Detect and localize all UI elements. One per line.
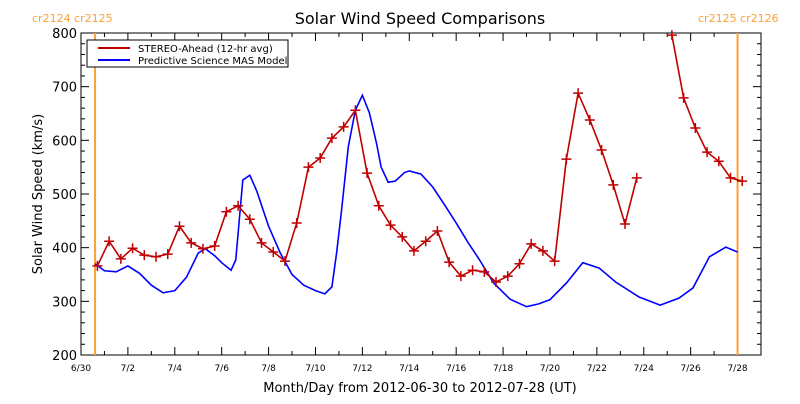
data-point-stereo-ahead (338, 121, 349, 132)
data-point-stereo-ahead (197, 243, 208, 254)
y-tick-label: 800 (52, 27, 77, 42)
y-tick-label: 400 (52, 242, 77, 257)
data-point-stereo-ahead (678, 92, 689, 103)
data-point-stereo-ahead (620, 219, 630, 230)
y-tick-label: 600 (52, 134, 77, 149)
series-line-mas-model (94, 93, 738, 308)
cr-marker-label-right: cr2125 cr2126 (698, 12, 779, 25)
data-point-stereo-ahead (151, 251, 162, 262)
data-point-stereo-ahead (526, 238, 537, 249)
y-tick-label: 500 (52, 188, 77, 203)
data-point-stereo-ahead (244, 214, 255, 225)
data-point-stereo-ahead (514, 258, 525, 269)
data-point-stereo-ahead (584, 114, 595, 125)
y-tick-label: 300 (52, 295, 77, 310)
y-tick-label: 700 (52, 81, 77, 96)
data-point-stereo-ahead (233, 200, 244, 211)
data-point-stereo-ahead (291, 217, 302, 228)
x-tick-label: 7/4 (168, 364, 183, 374)
data-point-stereo-ahead (139, 250, 150, 261)
x-tick-label: 7/2 (121, 364, 135, 374)
cr-marker-label-left: cr2124 cr2125 (32, 12, 113, 25)
series-line-stereo-ahead (96, 90, 638, 283)
data-point-stereo-ahead (385, 220, 396, 231)
data-point-stereo-ahead (455, 271, 466, 282)
legend-label-stereo: STEREO-Ahead (12-hr avg) (138, 44, 273, 55)
x-tick-label: 6/30 (71, 364, 91, 374)
x-tick-label: 7/26 (681, 364, 701, 374)
data-point-stereo-ahead (280, 256, 290, 267)
x-tick-label: 7/28 (727, 364, 747, 374)
data-point-stereo-ahead (92, 260, 103, 271)
data-point-stereo-ahead (186, 237, 197, 248)
data-point-stereo-ahead (666, 30, 677, 41)
x-tick-label: 7/14 (399, 364, 419, 374)
data-point-stereo-ahead (608, 179, 619, 190)
y-axis-label: Solar Wind Speed (km/s) (31, 114, 46, 274)
x-axis-label: Month/Day from 2012-06-30 to 2012-07-28 … (263, 381, 576, 396)
data-point-stereo-ahead (162, 249, 173, 260)
x-tick-label: 7/18 (493, 364, 513, 374)
x-tick-label: 7/6 (214, 364, 229, 374)
data-point-stereo-ahead (315, 153, 326, 164)
data-point-stereo-ahead (397, 231, 408, 242)
data-point-stereo-ahead (631, 172, 642, 183)
data-point-stereo-ahead (561, 154, 572, 165)
data-point-stereo-ahead (537, 245, 548, 256)
x-tick-label: 7/22 (587, 364, 607, 374)
data-point-stereo-ahead (549, 256, 560, 267)
x-tick-label: 7/24 (634, 364, 654, 374)
series-line-stereo-ahead (671, 34, 743, 182)
data-point-stereo-ahead (502, 271, 513, 282)
data-point-stereo-ahead (268, 246, 279, 257)
data-point-stereo-ahead (350, 105, 361, 116)
x-tick-label: 7/12 (352, 364, 372, 374)
plot-frame (80, 32, 762, 356)
x-tick-label: 7/10 (305, 364, 325, 374)
data-point-stereo-ahead (373, 200, 384, 211)
x-tick-label: 7/20 (540, 364, 560, 374)
data-point-stereo-ahead (596, 144, 607, 155)
data-point-stereo-ahead (104, 236, 115, 247)
data-point-stereo-ahead (256, 237, 267, 248)
data-point-stereo-ahead (444, 257, 455, 268)
data-point-stereo-ahead (420, 236, 431, 247)
data-point-stereo-ahead (209, 241, 220, 252)
x-tick-label: 7/8 (261, 364, 276, 374)
data-point-stereo-ahead (432, 226, 443, 237)
data-point-stereo-ahead (725, 172, 736, 183)
chart-title: Solar Wind Speed Comparisons (295, 9, 546, 28)
y-tick-label: 200 (52, 349, 77, 364)
data-point-stereo-ahead (174, 221, 185, 232)
data-point-stereo-ahead (408, 245, 419, 256)
legend-label-mas: Predictive Science MAS Model (138, 56, 287, 67)
data-point-stereo-ahead (303, 162, 314, 173)
data-point-stereo-ahead (713, 156, 724, 167)
data-point-stereo-ahead (491, 277, 502, 288)
data-point-stereo-ahead (326, 133, 337, 144)
data-point-stereo-ahead (467, 265, 478, 276)
data-point-stereo-ahead (702, 147, 713, 158)
data-point-stereo-ahead (127, 243, 138, 254)
data-point-stereo-ahead (573, 88, 584, 99)
data-point-stereo-ahead (115, 253, 126, 264)
data-point-stereo-ahead (690, 122, 701, 133)
data-point-stereo-ahead (362, 168, 373, 179)
legend: STEREO-Ahead (12-hr avg) Predictive Scie… (86, 39, 289, 68)
x-tick-label: 7/16 (446, 364, 466, 374)
data-point-stereo-ahead (737, 176, 748, 187)
data-point-stereo-ahead (221, 206, 232, 217)
data-point-stereo-ahead (479, 266, 490, 277)
